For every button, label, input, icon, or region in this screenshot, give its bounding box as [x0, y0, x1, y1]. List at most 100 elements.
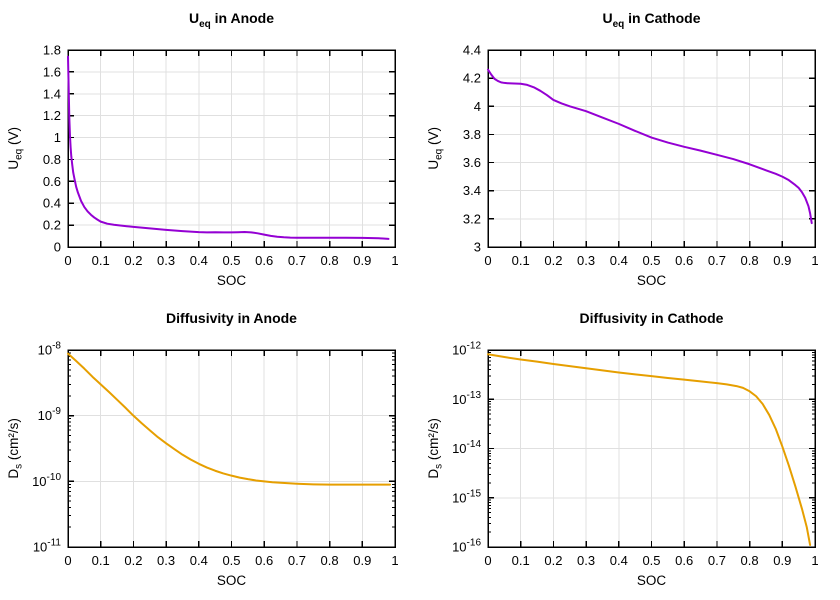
y-tick-label: 3.4 [463, 183, 481, 198]
y-tick-label: 10-11 [33, 538, 62, 555]
y-tick-label: 10-10 [32, 472, 61, 489]
x-tick-label: 0.4 [610, 253, 628, 268]
x-tick-label: 0.5 [222, 553, 240, 568]
x-tick-label: 0.2 [124, 253, 142, 268]
x-tick-label: 0.6 [255, 553, 273, 568]
series-line-diffusivity-cathode [487, 353, 812, 546]
x-tick-label: 0.7 [288, 253, 306, 268]
x-tick-label: 0.6 [675, 553, 693, 568]
chart-title: Ueq in Anode [68, 10, 395, 30]
chart-title: Diffusivity in Cathode [488, 310, 815, 330]
x-tick-label: 0.1 [92, 253, 110, 268]
chart-ueq-cathode: Ueq in Cathode Ueq (V) SOC 0 0.1 0.2 0.3 0.4… [420, 0, 840, 300]
x-tick-label: 0.9 [773, 253, 791, 268]
x-tick-label: 0.5 [642, 553, 660, 568]
plot-area: 0 0.1 0.2 0.3 0.4 0.5 0.6 0.7 0.8 0.9 1 10-11 10-10 1… [32, 341, 399, 569]
y-tick-label: 3.8 [463, 127, 481, 142]
x-tick-label: 0.1 [92, 553, 110, 568]
y-tick-label: 0.2 [43, 218, 61, 233]
x-tick-label: 0 [484, 553, 491, 568]
y-tick-label: 4 [474, 99, 481, 114]
y-tick-label: 3.6 [463, 155, 481, 170]
x-tick-label: 0 [484, 253, 491, 268]
title-text: in Cathode [624, 10, 701, 26]
y-tick-label: 0 [54, 240, 61, 255]
x-tick-label: 0.3 [157, 553, 175, 568]
x-tick-label: 0.9 [353, 253, 371, 268]
x-tick-label: 1 [811, 553, 818, 568]
x-tick-label: 0.8 [741, 553, 759, 568]
x-tick-label: 0.8 [741, 253, 759, 268]
y-tick-label: 1.6 [43, 64, 61, 79]
chart-diffusivity-anode: Diffusivity in Anode Ds (cm²/s) SOC 0 0.1… [0, 300, 420, 600]
y-tick-label: 3 [474, 240, 481, 255]
x-tick-label: 0 [64, 553, 71, 568]
x-tick-label: 1 [391, 253, 398, 268]
x-tick-label: 0.1 [512, 253, 530, 268]
x-tick-label: 0.4 [190, 553, 208, 568]
series-line-ueq-cathode [487, 68, 813, 225]
title-text: U [188, 10, 200, 26]
x-axis-label: SOC [636, 573, 667, 588]
series-line-ueq-anode [67, 55, 390, 240]
y-tick-label: 10-16 [452, 538, 481, 555]
plot-area: 0 0.1 0.2 0.3 0.4 0.5 0.6 0.7 0.8 0.9 1 10-16 10-15 1… [452, 341, 819, 569]
x-tick-label: 0 [64, 253, 71, 268]
x-tick-label: 1 [391, 553, 398, 568]
y-tick-label: 10-12 [452, 341, 481, 358]
x-tick-label: 1 [811, 253, 818, 268]
x-axis-label: SOC [216, 273, 247, 288]
y-tick-label: 0.6 [43, 174, 61, 189]
y-tick-label: 1.2 [43, 108, 61, 123]
x-tick-label: 0.3 [577, 553, 595, 568]
x-tick-label: 0.6 [675, 253, 693, 268]
title-subscript: eq [199, 18, 211, 30]
y-tick-label: 1.4 [43, 86, 61, 101]
y-tick-label: 4.4 [463, 43, 481, 58]
axis-frame [67, 349, 396, 548]
y-tick-label: 3.2 [463, 211, 481, 226]
x-tick-label: 0.8 [321, 553, 339, 568]
x-tick-label: 0.5 [642, 253, 660, 268]
x-tick-label: 0.9 [773, 553, 791, 568]
y-tick-label: 10-13 [452, 390, 481, 407]
plot-area: 0 0.1 0.2 0.3 0.4 0.5 0.6 0.7 0.8 0.9 1 3 3.2 3.4 3.6 3… [463, 43, 819, 269]
x-tick-label: 0.4 [610, 553, 628, 568]
x-tick-label: 0.7 [708, 553, 726, 568]
x-tick-label: 0.3 [157, 253, 175, 268]
y-tick-label: 0.8 [43, 152, 61, 167]
y-tick-label: 4.2 [463, 71, 481, 86]
y-tick-label: 10-8 [38, 341, 62, 358]
chart-title: Ueq in Cathode [488, 10, 815, 30]
x-tick-label: 0.1 [512, 553, 530, 568]
x-tick-label: 0.2 [544, 553, 562, 568]
x-axis-label: SOC [216, 573, 247, 588]
title-subscript: eq [612, 18, 625, 30]
title-text: Diffusivity in Anode [166, 310, 297, 326]
x-tick-label: 0.5 [222, 253, 240, 268]
y-tick-label: 1.8 [43, 43, 61, 58]
y-tick-label: 0.4 [43, 196, 61, 211]
x-axis-label: SOC [636, 273, 667, 288]
y-tick-label: 1 [54, 130, 61, 145]
y-tick-label: 10-9 [38, 406, 62, 423]
x-tick-label: 0.7 [708, 253, 726, 268]
axis-frame [67, 49, 396, 248]
y-tick-label: 10-15 [452, 488, 481, 505]
series-line-diffusivity-anode [67, 352, 392, 486]
title-text: U [602, 10, 613, 26]
chart-title: Diffusivity in Anode [68, 310, 395, 330]
x-tick-label: 0.2 [124, 553, 142, 568]
axis-frame [487, 349, 816, 548]
axis-frame [487, 49, 816, 248]
plot-area: 0 0.1 0.2 0.3 0.4 0.5 0.6 0.7 0.8 0.9 1 0 0.2 0.4 0.6 0… [43, 43, 399, 269]
x-tick-label: 0.3 [577, 253, 595, 268]
x-tick-label: 0.9 [353, 553, 371, 568]
x-tick-label: 0.4 [190, 253, 208, 268]
y-tick-label: 10-14 [452, 439, 481, 456]
x-tick-label: 0.2 [544, 253, 562, 268]
title-text: Diffusivity in Cathode [579, 310, 724, 326]
x-tick-label: 0.7 [288, 553, 306, 568]
